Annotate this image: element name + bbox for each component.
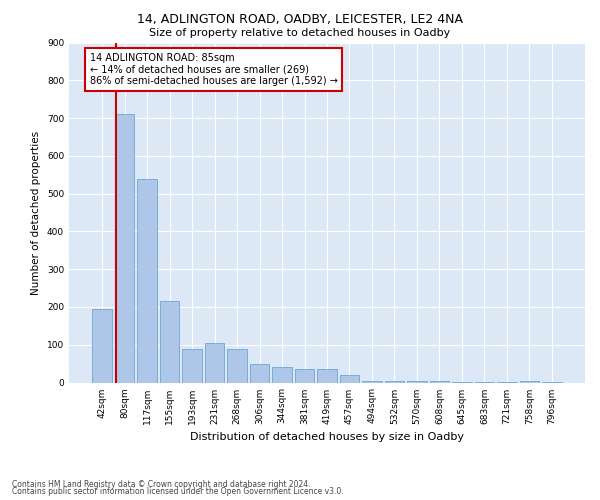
Bar	[115, 114, 134, 382]
Bar	[92, 309, 112, 382]
Bar	[250, 364, 269, 382]
Bar	[520, 380, 539, 382]
Bar	[407, 380, 427, 382]
Bar	[160, 302, 179, 382]
Bar	[205, 343, 224, 382]
Text: Contains HM Land Registry data © Crown copyright and database right 2024.: Contains HM Land Registry data © Crown c…	[12, 480, 311, 489]
Bar	[137, 178, 157, 382]
Bar	[295, 370, 314, 382]
Bar	[182, 348, 202, 382]
Bar	[317, 370, 337, 382]
Text: Size of property relative to detached houses in Oadby: Size of property relative to detached ho…	[149, 28, 451, 38]
X-axis label: Distribution of detached houses by size in Oadby: Distribution of detached houses by size …	[190, 432, 464, 442]
Bar	[272, 368, 292, 382]
Text: Contains public sector information licensed under the Open Government Licence v3: Contains public sector information licen…	[12, 487, 344, 496]
Text: 14, ADLINGTON ROAD, OADBY, LEICESTER, LE2 4NA: 14, ADLINGTON ROAD, OADBY, LEICESTER, LE…	[137, 12, 463, 26]
Text: 14 ADLINGTON ROAD: 85sqm
← 14% of detached houses are smaller (269)
86% of semi-: 14 ADLINGTON ROAD: 85sqm ← 14% of detach…	[89, 52, 338, 86]
Y-axis label: Number of detached properties: Number of detached properties	[31, 130, 41, 294]
Bar	[385, 380, 404, 382]
Bar	[227, 348, 247, 382]
Bar	[362, 380, 382, 382]
Bar	[340, 375, 359, 382]
Bar	[430, 380, 449, 382]
